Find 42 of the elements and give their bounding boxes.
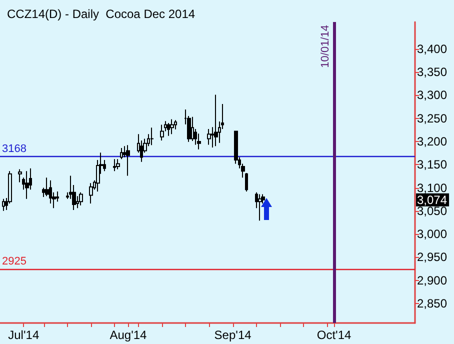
y-tick-label: 3,100 (417, 180, 448, 195)
candlestick (191, 116, 194, 142)
ref-line-label: 10/01/14 (320, 25, 332, 68)
candlestick (197, 133, 201, 150)
candlestick (120, 147, 123, 160)
y-tick-label: 3,300 (417, 88, 448, 102)
candlestick (116, 158, 120, 170)
ref-line-label: 2925 (2, 255, 26, 268)
candlestick (126, 144, 130, 176)
candlestick (170, 118, 174, 135)
y-tick-label: 2,900 (417, 273, 448, 288)
x-tick-label: Jul'14 (8, 328, 40, 342)
chart-title: CCZ14(D) - Daily Cocoa Dec 2014 (7, 7, 196, 21)
candlestick (160, 124, 164, 142)
candlestick (113, 158, 116, 172)
candlestick (2, 198, 5, 212)
candlestick (79, 192, 83, 206)
candlestick (167, 122, 170, 136)
candlestick (49, 180, 52, 204)
candlestick (89, 182, 93, 204)
y-tick-label: 3,250 (417, 111, 448, 126)
x-tick-label: Oct'14 (316, 328, 352, 342)
y-tick-label: 3,400 (417, 42, 448, 56)
candlestick (25, 170, 29, 200)
candlestick (258, 194, 262, 222)
y-tick-label: 2,950 (417, 250, 448, 264)
x-tick-label: Aug'14 (110, 328, 148, 342)
y-tick-label: 2,850 (417, 296, 448, 311)
candlestick (150, 127, 154, 146)
y-tick-label: 3,200 (417, 134, 448, 148)
annotation: 3,074 (417, 192, 448, 207)
y-tick-label: 3,350 (417, 65, 448, 80)
candlestick (234, 130, 238, 164)
candlestick (245, 172, 248, 192)
y-tick-label: 3,150 (417, 158, 448, 172)
candlestick (18, 168, 22, 183)
ref-line-label: 3168 (2, 142, 26, 155)
y-tick-label: 3,000 (417, 227, 448, 242)
candlestick (214, 94, 218, 147)
candlestick (174, 120, 177, 130)
x-tick-label: Sep'14 (214, 328, 252, 342)
candlestick (207, 128, 211, 146)
